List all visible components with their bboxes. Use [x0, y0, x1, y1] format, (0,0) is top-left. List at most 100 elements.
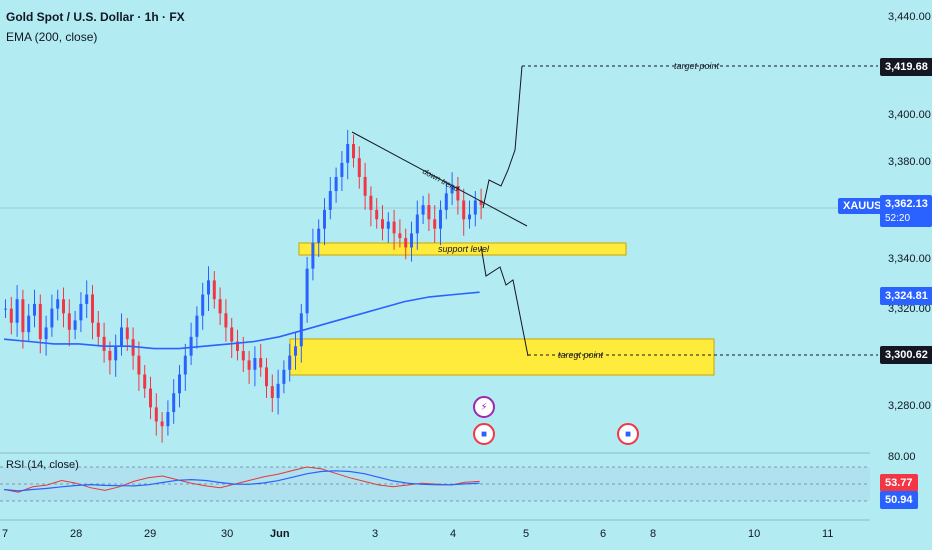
candle-body: [38, 303, 42, 340]
candle-body: [270, 386, 274, 398]
candle-body: [143, 374, 147, 389]
y-tick-3400: 3,400.00: [888, 109, 931, 121]
rsi-label[interactable]: RSI (14, close): [6, 459, 79, 471]
candle-body: [195, 315, 199, 337]
candle-body: [120, 327, 123, 347]
current-price-tag: 3,362.13: [880, 195, 932, 212]
candle-body: [253, 358, 257, 370]
candle-body: [247, 360, 251, 370]
ema-price-tag: 3,324.81: [880, 287, 932, 305]
candle-body: [21, 299, 25, 333]
candle-body: [317, 228, 321, 243]
target-up-label: target point: [674, 61, 720, 71]
candle-body: [323, 209, 326, 229]
lightning-event-icon[interactable]: ⚡: [473, 396, 495, 418]
candle-body: [357, 158, 361, 177]
candle-body: [178, 374, 181, 394]
candle-body: [160, 421, 164, 427]
chart-title: Gold Spot / U.S. Dollar · 1h · FX: [6, 10, 185, 24]
x-tick-6: 6: [600, 528, 607, 540]
x-tick-4: 4: [450, 528, 457, 540]
candle-body: [79, 303, 83, 321]
candle-body: [108, 350, 112, 361]
bar-countdown: 52:20: [880, 212, 932, 227]
candle-body: [305, 268, 309, 314]
x-tick-29: 29: [144, 528, 157, 540]
y-tick-3440: 3,440.00: [888, 11, 931, 23]
indicator-label[interactable]: EMA (200, close): [6, 30, 98, 44]
x-tick-5: 5: [523, 528, 530, 540]
candle-body: [102, 336, 106, 351]
downtrend-label: down trend: [421, 167, 461, 194]
candle-body: [410, 233, 413, 248]
support-label: support level: [438, 244, 490, 254]
x-tick-jun: Jun: [270, 528, 290, 540]
candle-body: [85, 294, 89, 304]
candle-body: [125, 327, 129, 340]
y-tick-3320: 3,320.00: [888, 303, 931, 315]
candle-body: [369, 195, 373, 210]
rsi-tick-80: 80.00: [888, 451, 916, 463]
candle-body: [404, 238, 408, 248]
rsi-ma-value-tag: 50.94: [880, 491, 918, 509]
candle-body: [392, 221, 396, 234]
x-tick-8: 8: [650, 528, 657, 540]
target-down-label: taregt point: [558, 350, 604, 360]
candle-body: [149, 388, 152, 408]
candle-body: [201, 294, 205, 316]
candle-body: [479, 200, 483, 206]
candle-body: [166, 412, 170, 427]
candle-body: [114, 346, 118, 361]
candle-body: [137, 355, 141, 375]
bullish-projection-path: [482, 65, 523, 209]
candle-body: [224, 313, 228, 328]
ema-200-line: [3, 291, 480, 350]
x-tick-10: 10: [748, 528, 761, 540]
candle-body: [73, 320, 77, 330]
us-flag-event-icon[interactable]: ■: [473, 423, 495, 445]
candle-body: [468, 214, 471, 220]
bearish-projection-path: [480, 245, 529, 357]
x-tick-11: 11: [822, 528, 834, 540]
target-price-tag: 3,419.68: [880, 58, 932, 76]
candle-body: [444, 193, 448, 210]
y-tick-3340: 3,340.00: [888, 253, 931, 265]
candle-body: [236, 341, 239, 351]
candles-group: [4, 129, 483, 443]
candle-body: [56, 299, 60, 309]
candle-body: [340, 162, 344, 177]
x-tick-28: 28: [70, 528, 83, 540]
us-flag-event-icon-2[interactable]: ■: [617, 423, 639, 445]
y-tick-3380: 3,380.00: [888, 156, 931, 168]
candle-body: [9, 308, 13, 323]
candle-body: [265, 367, 268, 387]
candle-body: [311, 242, 315, 269]
target-zone: [289, 338, 715, 376]
candle-body: [294, 346, 297, 356]
rsi-value-tag: 53.77: [880, 474, 918, 492]
candle-body: [91, 294, 94, 323]
candle-body: [207, 280, 210, 295]
candle-body: [282, 369, 286, 384]
candle-body: [4, 308, 7, 310]
candle-body: [15, 299, 19, 323]
candle-body: [212, 280, 216, 300]
x-tick-30: 30: [221, 528, 234, 540]
candle-body: [189, 336, 193, 356]
candle-body: [456, 186, 460, 201]
candle-body: [218, 299, 222, 314]
candle-body: [352, 144, 355, 159]
candle-body: [328, 191, 332, 210]
candle-body: [276, 383, 280, 398]
x-tick-27: 7: [2, 528, 9, 540]
candle-body: [183, 355, 187, 375]
down-target-price-tag: 3,300.62: [880, 346, 932, 364]
candle-body: [259, 358, 263, 368]
candle-body: [346, 144, 350, 163]
rsi-ma-line: [3, 470, 480, 492]
candle-body: [439, 209, 442, 229]
candle-body: [50, 308, 54, 328]
candle-body: [131, 339, 135, 356]
candle-body: [241, 350, 245, 361]
